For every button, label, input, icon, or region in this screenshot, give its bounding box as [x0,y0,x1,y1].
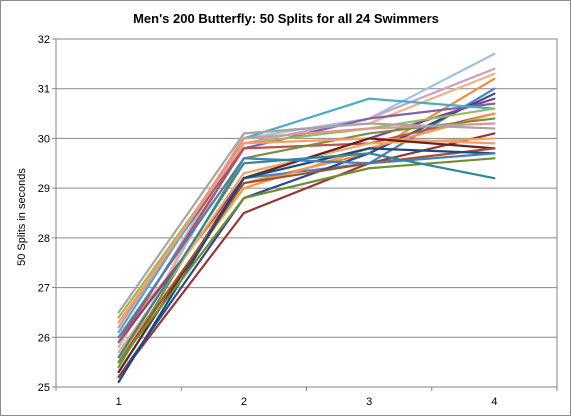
series-line [117,122,496,314]
x-tick-label: 4 [491,396,497,408]
x-tick-labels: 1 2 3 4 [55,387,558,408]
series-line [117,107,496,319]
series-line [117,92,496,379]
chart-title: Men's 200 Butterfly: 50 Splits for all 2… [133,11,439,26]
y-tick-label: 30 [38,133,50,145]
series-line [117,152,496,339]
x-tick-label: 1 [116,396,122,408]
y-tick-label: 27 [38,283,50,295]
series-line [117,157,496,364]
y-tick-labels: 25 26 27 28 29 30 31 32 [38,34,56,394]
y-tick-label: 31 [38,84,50,96]
y-axis-label: 50 Splits in seconds [16,168,28,266]
series-line [117,132,496,379]
series-line [117,147,496,364]
series-line [117,137,496,324]
series-lines [117,52,496,384]
x-tick-label: 3 [366,396,372,408]
y-tick-label: 25 [38,382,50,394]
y-tick-label: 29 [38,183,50,195]
x-tick-label: 2 [241,396,247,408]
series-line [117,97,496,334]
y-tick-label: 32 [38,34,50,46]
series-line [117,152,496,359]
series-line [117,67,496,364]
y-tick-label: 28 [38,233,50,245]
y-tick-label: 26 [38,332,50,344]
